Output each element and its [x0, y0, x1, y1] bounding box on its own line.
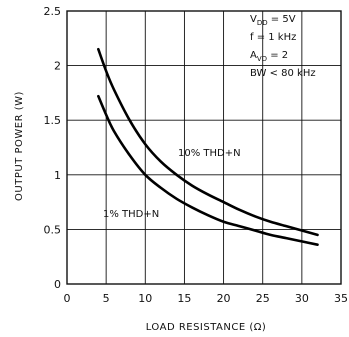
- series-label-1pct: 1% THD+N: [103, 209, 159, 220]
- condition-gain: AVD = 2: [250, 50, 288, 63]
- x-tick-label: 30: [295, 292, 309, 305]
- condition-freq: f = 1 kHz: [250, 32, 296, 43]
- x-tick-label: 0: [64, 292, 71, 305]
- condition-bw: BW < 80 kHz: [250, 68, 316, 79]
- plot-frame: [66, 10, 342, 285]
- y-tick-label: 1.5: [44, 114, 62, 127]
- x-tick-label: 20: [217, 292, 231, 305]
- y-axis-label: OUTPUT POWER (W): [14, 91, 25, 201]
- x-tick-label: 10: [138, 292, 152, 305]
- series-layer: [97, 47, 319, 246]
- y-tick-label: 1: [54, 169, 61, 182]
- condition-vdd: VDD = 5V: [250, 14, 296, 27]
- y-tick-label: 0: [54, 278, 61, 291]
- series-line-10pct-thdn: [97, 47, 319, 237]
- y-tick-label: 2.5: [44, 5, 62, 18]
- series-label-10pct: 10% THD+N: [178, 148, 241, 159]
- x-tick-label: 25: [256, 292, 270, 305]
- y-tick-label: 2: [54, 60, 61, 73]
- series-line-1pct-thdn: [97, 94, 319, 246]
- tick-labels: 0 5 10 15 20 25 30 35 0 0.5 1 1.5 2 2.5: [44, 5, 349, 305]
- x-tick-label: 35: [334, 292, 348, 305]
- x-tick-label: 15: [177, 292, 191, 305]
- conditions-block: VDD = 5V f = 1 kHz AVD = 2 BW < 80 kHz: [250, 14, 316, 79]
- x-axis-label: LOAD RESISTANCE (Ω): [146, 322, 267, 333]
- x-tick-label: 5: [103, 292, 110, 305]
- y-tick-label: 0.5: [44, 223, 62, 236]
